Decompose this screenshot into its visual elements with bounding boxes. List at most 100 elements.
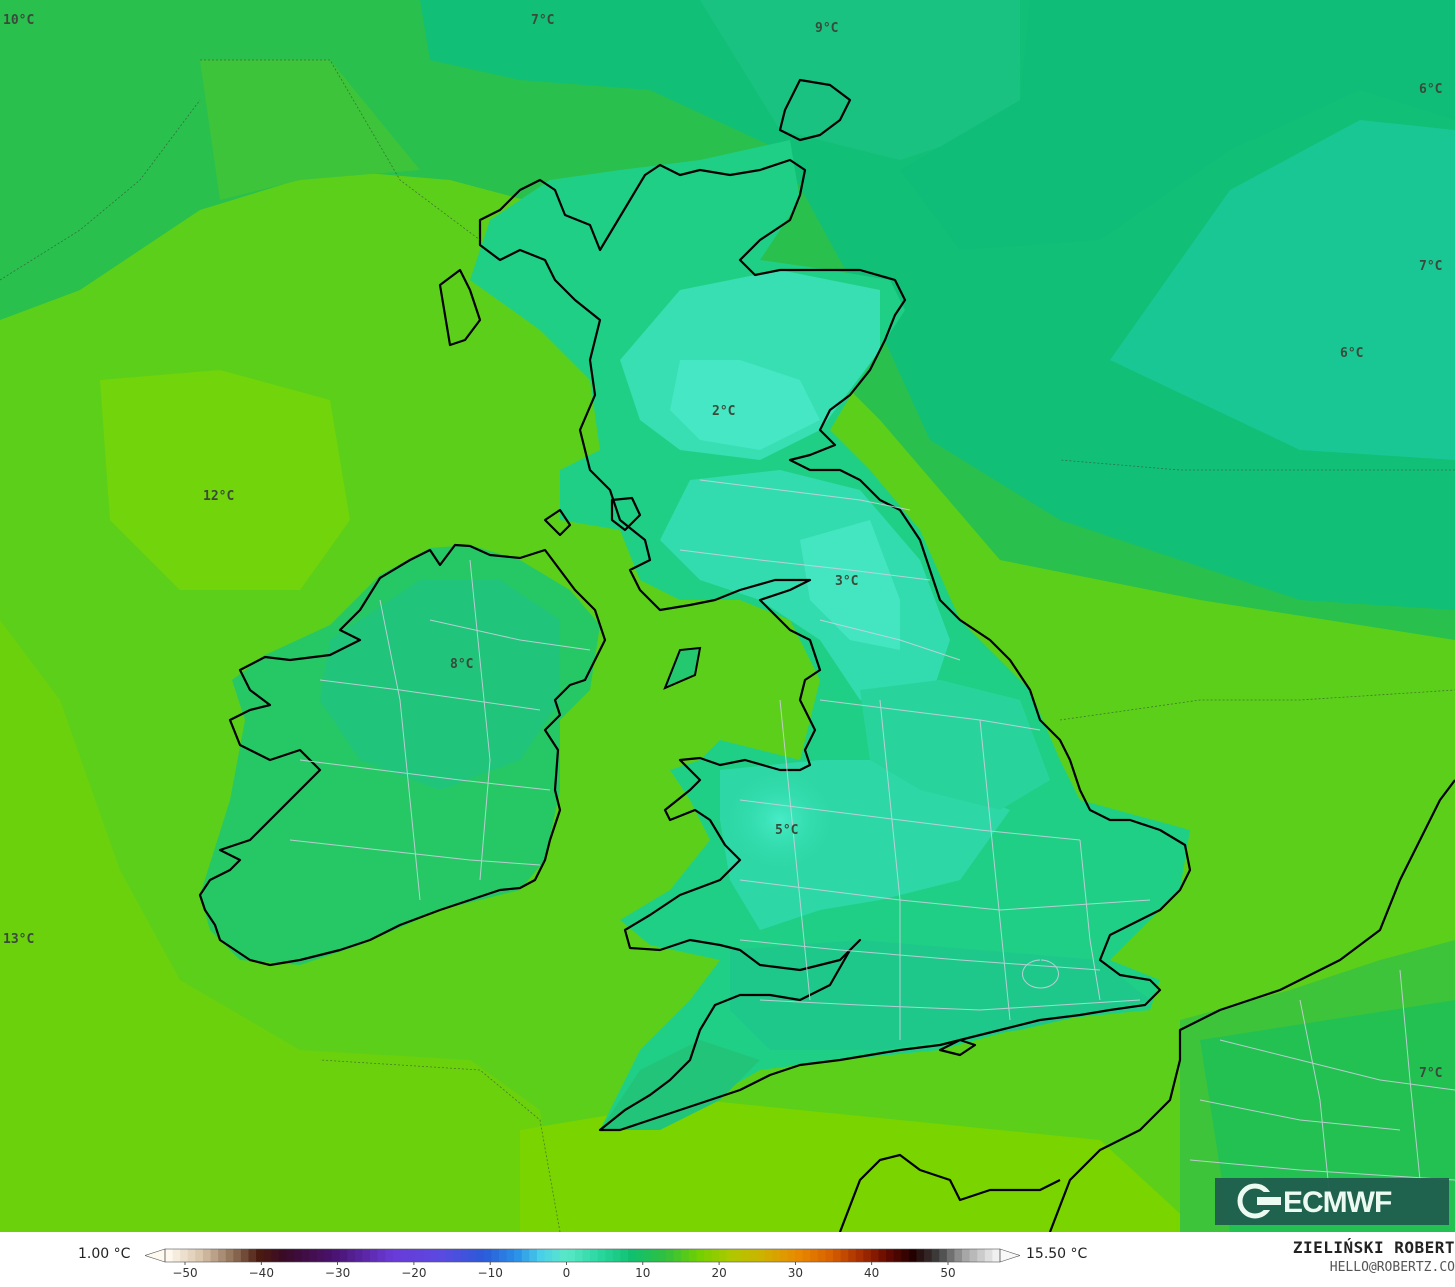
color-scale-cell bbox=[430, 1249, 439, 1262]
credit-name: ZIELIŃSKI ROBERT bbox=[1292, 1238, 1455, 1257]
color-scale-cell bbox=[946, 1249, 955, 1262]
logo-text: ECMWF bbox=[1283, 1186, 1392, 1219]
color-scale-tick-label: −30 bbox=[325, 1266, 350, 1280]
color-scale-cell bbox=[726, 1249, 735, 1262]
color-scale-cell bbox=[962, 1249, 971, 1262]
temp-label: 2°C bbox=[712, 404, 735, 419]
color-scale-cell bbox=[901, 1249, 910, 1262]
color-scale-min-arrow bbox=[145, 1248, 166, 1263]
color-scale-cell bbox=[210, 1249, 219, 1262]
color-scale-cell bbox=[248, 1249, 257, 1262]
temp-label: 13°C bbox=[3, 932, 34, 947]
color-scale-cell bbox=[385, 1249, 394, 1262]
color-scale-cell bbox=[779, 1249, 788, 1262]
color-scale-cell bbox=[271, 1249, 280, 1262]
color-scale-cell bbox=[597, 1249, 606, 1262]
color-scale-cell bbox=[377, 1249, 386, 1262]
color-scale-cell bbox=[332, 1249, 341, 1262]
color-scale-cell bbox=[612, 1249, 621, 1262]
color-scale-cell bbox=[643, 1249, 652, 1262]
color-scale-cell bbox=[233, 1249, 242, 1262]
color-scale-tick-label: 40 bbox=[864, 1266, 879, 1280]
color-scale-cell bbox=[552, 1249, 561, 1262]
color-scale: −50 −40 −30 −20 −10 0 10 20 30 40 50 bbox=[145, 1248, 1020, 1280]
color-scale-cell bbox=[688, 1249, 697, 1262]
color-scale-tick-label: −40 bbox=[249, 1266, 274, 1280]
color-scale-cell bbox=[218, 1249, 227, 1262]
temp-label: 9°C bbox=[815, 21, 838, 36]
color-scale-cell bbox=[263, 1249, 272, 1262]
color-scale-cell bbox=[483, 1249, 492, 1262]
color-scale-cell bbox=[240, 1249, 249, 1262]
color-scale-cell bbox=[954, 1249, 963, 1262]
color-scale-cell bbox=[529, 1249, 538, 1262]
color-scale-cell bbox=[294, 1249, 303, 1262]
color-scale-max-arrow bbox=[999, 1248, 1020, 1263]
color-scale-cell bbox=[863, 1249, 872, 1262]
color-scale-cell bbox=[825, 1249, 834, 1262]
color-scale-cell bbox=[590, 1249, 599, 1262]
color-scale-cell bbox=[817, 1249, 826, 1262]
color-scale-cell bbox=[764, 1249, 773, 1262]
credit-email: HELLO@ROBERTZ.CO bbox=[1329, 1260, 1455, 1275]
color-scale-cell bbox=[392, 1249, 401, 1262]
color-scale-cell bbox=[438, 1249, 447, 1262]
color-scale-cell bbox=[187, 1249, 196, 1262]
color-scale-cell bbox=[316, 1249, 325, 1262]
temp-label: 6°C bbox=[1340, 346, 1363, 361]
color-scale-cell bbox=[301, 1249, 310, 1262]
color-scale-cell bbox=[506, 1249, 515, 1262]
color-scale-cell bbox=[536, 1249, 546, 1262]
color-scale-cell bbox=[445, 1249, 454, 1262]
color-scale-cell bbox=[878, 1249, 887, 1262]
temp-label: 6°C bbox=[1419, 82, 1442, 97]
color-scale-cell bbox=[939, 1249, 948, 1262]
color-scale-cell bbox=[582, 1249, 591, 1262]
color-scale-cell bbox=[559, 1249, 568, 1262]
color-scale-cell bbox=[696, 1249, 705, 1262]
ecmwf-logo: ECMWF bbox=[1215, 1178, 1449, 1225]
color-scale-cell bbox=[741, 1249, 750, 1262]
color-scale-cell bbox=[635, 1249, 644, 1262]
color-scale-cell bbox=[969, 1249, 978, 1262]
temp-label: 8°C bbox=[450, 657, 473, 672]
color-scale-cell bbox=[180, 1249, 189, 1262]
color-scale-cell bbox=[286, 1249, 295, 1262]
color-scale-cell bbox=[400, 1249, 409, 1262]
color-scale-cell bbox=[256, 1249, 265, 1262]
color-scale-cell bbox=[833, 1249, 842, 1262]
color-scale-cell bbox=[855, 1249, 864, 1262]
color-scale-cell bbox=[893, 1249, 902, 1262]
color-scale-cell bbox=[202, 1249, 212, 1262]
color-scale-cell bbox=[984, 1249, 993, 1262]
color-scale-cell bbox=[703, 1249, 713, 1262]
color-scale-cell bbox=[673, 1249, 682, 1262]
legend-max-label: 15.50 °C bbox=[1026, 1246, 1088, 1262]
color-scale-cell bbox=[772, 1249, 781, 1262]
color-scale-cell bbox=[309, 1249, 318, 1262]
temperature-map: 10°C 7°C 9°C 6°C 7°C 6°C 2°C 12°C 3°C 8°… bbox=[0, 0, 1455, 1232]
color-scale-cell bbox=[514, 1249, 523, 1262]
color-scale-cell bbox=[347, 1249, 356, 1262]
color-scale-cell bbox=[499, 1249, 508, 1262]
legend-footer: 1.00 °C −50 −40 −30 −20 −10 0 10 20 30 40 50 15.50… bbox=[0, 1232, 1455, 1287]
color-scale-border bbox=[164, 1248, 1001, 1263]
temp-label: 7°C bbox=[1419, 259, 1442, 274]
temp-label: 3°C bbox=[835, 574, 858, 589]
color-scale-cell bbox=[491, 1249, 500, 1262]
color-scale-cell bbox=[195, 1249, 204, 1262]
color-scale-cell bbox=[339, 1249, 348, 1262]
color-scale-cell bbox=[574, 1249, 583, 1262]
color-scale-cell bbox=[719, 1249, 728, 1262]
color-scale-cell bbox=[165, 1249, 174, 1262]
color-scale-cell bbox=[795, 1249, 804, 1262]
color-scale-tick-label: 30 bbox=[788, 1266, 803, 1280]
color-scale-cell bbox=[757, 1249, 766, 1262]
color-scale-cell bbox=[870, 1249, 880, 1262]
color-scale-cell bbox=[407, 1249, 416, 1262]
temp-label: 10°C bbox=[3, 13, 34, 28]
color-scale-cell bbox=[544, 1249, 553, 1262]
color-scale-cell bbox=[916, 1249, 925, 1262]
color-scale-tick-label: 0 bbox=[563, 1266, 571, 1280]
color-scale-cell bbox=[620, 1249, 629, 1262]
